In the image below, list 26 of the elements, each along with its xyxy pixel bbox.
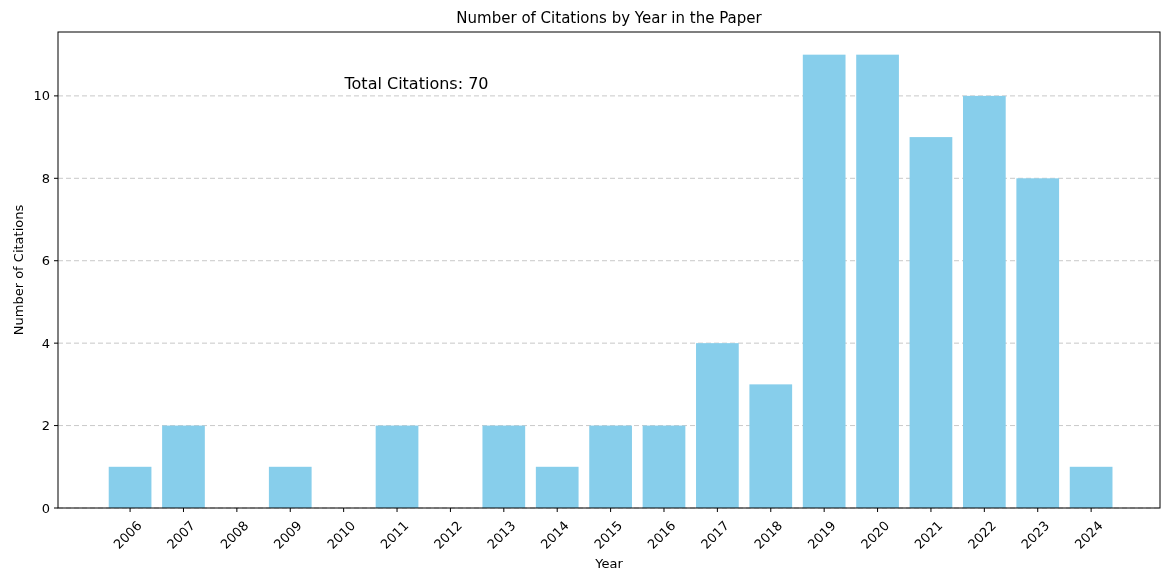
bar: [696, 343, 739, 508]
annotation: Total Citations: 70: [343, 74, 489, 94]
bar: [909, 137, 953, 508]
y-tick-label: 8: [41, 170, 50, 186]
bar: [375, 425, 419, 508]
y-tick-label: 4: [41, 335, 50, 351]
bar: [268, 466, 312, 508]
y-axis-title: Number of Citations: [11, 204, 26, 336]
y-tick-label: 0: [41, 500, 50, 516]
bar: [962, 95, 1006, 508]
bar: [1016, 178, 1060, 508]
bar: [749, 384, 793, 508]
y-tick-label: 6: [41, 253, 50, 269]
bar: [642, 425, 686, 508]
chart-title: Number of Citations by Year in the Paper: [456, 9, 763, 27]
y-tick-label: 10: [33, 88, 50, 104]
bar: [802, 54, 846, 508]
bar: [108, 466, 152, 508]
bar: [589, 425, 632, 508]
bar: [535, 466, 579, 508]
bar: [1069, 466, 1113, 508]
bar: [856, 54, 899, 508]
bar: [482, 425, 526, 508]
y-tick-label: 2: [41, 418, 50, 434]
bar: [162, 425, 205, 508]
x-axis-title: Year: [594, 556, 624, 571]
